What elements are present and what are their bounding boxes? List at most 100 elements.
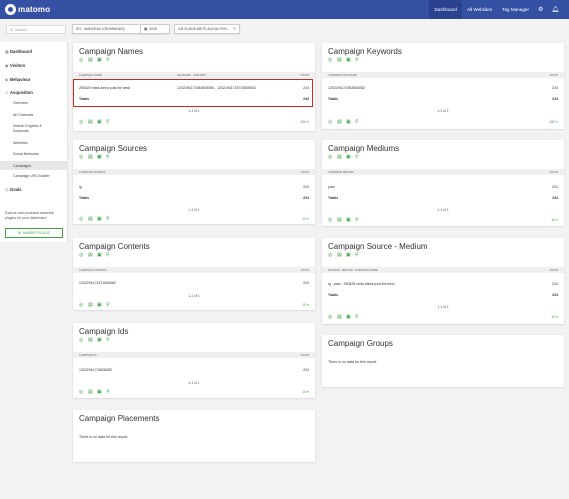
goals-visualization-icon[interactable]: ◎ [79, 118, 84, 125]
column-header[interactable]: VISITS [549, 170, 558, 174]
goals-visualization-icon[interactable]: ◎ [328, 252, 333, 258]
limit-selector[interactable]: 10 ▾ [302, 217, 309, 221]
goals-visualization-icon[interactable]: ◎ [79, 57, 84, 63]
goals-visualization-icon[interactable]: ◎ [328, 118, 333, 125]
export-icon[interactable]: ▣ [346, 118, 351, 125]
export-icon[interactable]: ▣ [97, 118, 102, 125]
table-icon[interactable]: ▤ [337, 57, 342, 63]
search-icon[interactable]: ⚲ [106, 57, 110, 63]
sidebar-sub-all-channels[interactable]: All Channels [0, 112, 68, 118]
segment-selector[interactable]: CM ZUIS25-METE-ALEXA-POS... ✎ [174, 24, 240, 34]
search-icon[interactable]: ⚲ [106, 252, 110, 258]
column-header[interactable]: VISITS [300, 353, 309, 357]
nav-all-websites[interactable]: All Websites [466, 7, 493, 12]
column-header[interactable]: CAMPAIGN ID [79, 353, 97, 357]
table-icon[interactable]: ▤ [88, 388, 93, 395]
goals-visualization-icon[interactable]: ◎ [79, 337, 84, 343]
limit-selector[interactable]: 10 ▾ [551, 315, 558, 319]
date-selector[interactable]: ▦ 2025 [140, 24, 170, 34]
export-icon[interactable]: ▣ [97, 301, 102, 308]
column-header[interactable]: SOURCE - MEDIUM - CAMPAIGN NAME [328, 268, 378, 272]
column-header[interactable]: VISITS [549, 73, 558, 77]
search-icon[interactable]: ⚲ [106, 337, 110, 343]
table-icon[interactable]: ▤ [337, 252, 342, 258]
table-row[interactable]: 250625 meta alexa post lbe kewl 12022941… [73, 84, 315, 92]
search-icon[interactable]: ⚲ [106, 388, 110, 395]
limit-selector[interactable]: 10 ▾ [551, 218, 558, 222]
column-header[interactable]: CAMPAIGN KEYWORD [328, 73, 357, 77]
goals-visualization-icon[interactable]: ◎ [79, 301, 84, 308]
sidebar-item-goals[interactable]: ◎ Goals [0, 183, 68, 195]
goals-visualization-icon[interactable]: ◎ [79, 215, 84, 222]
search-icon[interactable]: ⚲ [106, 215, 110, 222]
search-icon[interactable]: ⚲ [355, 216, 359, 223]
search-icon[interactable]: ⚲ [355, 118, 359, 125]
search-icon[interactable]: ⚲ [106, 154, 110, 160]
export-icon[interactable]: ▣ [346, 252, 351, 258]
search-icon[interactable]: ⚲ [106, 301, 110, 308]
segment-edit-icon[interactable]: ✎ [233, 27, 236, 31]
sidebar-item-dashboard[interactable]: ▦ Dashboard [0, 45, 68, 57]
table-row[interactable]: ig - paid - 250625 meta alexa post lbe k… [322, 280, 564, 288]
column-header[interactable]: CAMPAIGN CONTENT [79, 268, 107, 272]
goals-visualization-icon[interactable]: ◎ [79, 154, 84, 160]
gear-icon[interactable]: ⚙ [537, 7, 544, 13]
export-icon[interactable]: ▣ [97, 215, 102, 222]
search-icon[interactable]: ⚲ [106, 118, 110, 125]
column-header[interactable]: VISITS [300, 170, 309, 174]
table-icon[interactable]: ▤ [337, 118, 342, 125]
table-icon[interactable]: ▤ [88, 252, 93, 258]
limit-selector[interactable]: 100 ▾ [300, 120, 309, 124]
matomo-logo[interactable]: matomo [5, 4, 50, 15]
column-header[interactable]: CAMPAIGN NAME [79, 73, 102, 77]
export-icon[interactable]: ▣ [97, 388, 102, 395]
export-icon[interactable]: ▣ [97, 57, 102, 63]
search-icon[interactable]: ⚲ [355, 57, 359, 63]
export-icon[interactable]: ▣ [346, 154, 351, 160]
sidebar-item-visitors[interactable]: ◉ Visitors [0, 59, 68, 71]
column-header[interactable]: KEYWORD - CONTENT [177, 73, 207, 77]
export-icon[interactable]: ▣ [97, 154, 102, 160]
marketplace-button[interactable]: ⊞ MARKETPLACE [5, 228, 63, 238]
limit-selector[interactable]: 10 ▾ [302, 303, 309, 307]
nav-dashboard[interactable]: Dashboard [429, 0, 462, 19]
export-icon[interactable]: ▣ [97, 252, 102, 258]
goals-visualization-icon[interactable]: ◎ [79, 388, 84, 395]
search-icon[interactable]: ⚲ [355, 252, 359, 258]
table-row[interactable]: paid 224 [322, 183, 564, 191]
table-icon[interactable]: ▤ [88, 118, 93, 125]
bell-icon[interactable]: 🔔︎ [551, 7, 559, 13]
search-input[interactable]: ⚲ Search [6, 25, 66, 34]
search-icon[interactable]: ⚲ [355, 313, 359, 320]
sidebar-sub-overview[interactable]: Overview [0, 100, 68, 106]
sidebar-sub-search-engines[interactable]: Search Engines & Keywords [0, 123, 68, 135]
table-row[interactable]: ig 224 [73, 183, 315, 191]
sidebar-item-behaviour[interactable]: ◈ Behaviour [0, 73, 68, 85]
goals-visualization-icon[interactable]: ◎ [328, 313, 333, 320]
column-header[interactable]: VISITS [549, 268, 558, 272]
sidebar-sub-campaign-url-builder[interactable]: Campaign URL Builder [0, 173, 68, 179]
search-icon[interactable]: ⚲ [355, 154, 359, 160]
table-icon[interactable]: ▤ [88, 154, 93, 160]
column-header[interactable]: CAMPAIGN MEDIUM [328, 170, 354, 174]
goals-visualization-icon[interactable]: ◎ [79, 252, 84, 258]
table-row[interactable]: 1202294171571506082 224 [73, 279, 315, 287]
table-icon[interactable]: ▤ [88, 57, 93, 63]
table-row[interactable]: 1202294171553506082 224 [322, 84, 564, 92]
sidebar-item-acquisition[interactable]: ➚ Acquisition [0, 86, 68, 98]
limit-selector[interactable]: 10 ▾ [302, 390, 309, 394]
column-header[interactable]: VISITS [300, 73, 309, 77]
sidebar-sub-websites[interactable]: Websites [0, 140, 68, 146]
column-header[interactable]: VISITS [300, 268, 309, 272]
table-row[interactable]: 12022941715506082 224 [73, 366, 315, 374]
export-icon[interactable]: ▣ [97, 337, 102, 343]
sidebar-sub-social-networks[interactable]: Social Networks [0, 151, 68, 157]
table-icon[interactable]: ▤ [88, 301, 93, 308]
goals-visualization-icon[interactable]: ◎ [328, 57, 333, 63]
sidebar-sub-campaigns[interactable]: Campaigns [0, 161, 68, 170]
nav-tag-manager[interactable]: Tag Manager [502, 7, 529, 12]
export-icon[interactable]: ▣ [346, 216, 351, 223]
limit-selector[interactable]: 100 ▾ [549, 120, 558, 124]
table-icon[interactable]: ▤ [337, 313, 342, 320]
export-icon[interactable]: ▣ [346, 313, 351, 320]
